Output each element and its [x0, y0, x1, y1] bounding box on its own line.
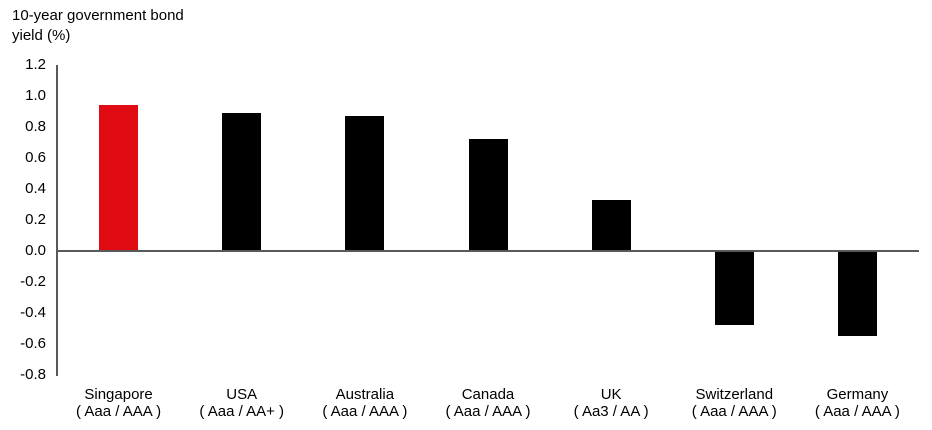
- category-rating: ( Aa3 / AA ): [573, 403, 649, 420]
- category-label-germany: Germany( Aaa / AAA ): [796, 386, 919, 420]
- y-tick-label: -0.8: [20, 366, 46, 383]
- bar-usa: [222, 113, 262, 251]
- y-tick-label: -0.4: [20, 304, 46, 321]
- category-rating: ( Aaa / AAA ): [814, 403, 900, 420]
- bar-canada: [468, 139, 508, 251]
- bar-germany: [837, 251, 877, 337]
- category-rating: ( Aaa / AA+ ): [199, 403, 285, 420]
- category-label-australia: Australia( Aaa / AAA ): [303, 386, 426, 420]
- bar-switzerland: [714, 251, 754, 326]
- y-tick-label: -0.6: [20, 335, 46, 352]
- y-tick-label: 1.0: [25, 87, 46, 104]
- zero-axis-line: [56, 250, 919, 252]
- y-tick-label: 0.8: [25, 118, 46, 135]
- y-tick-label: 0.4: [25, 180, 46, 197]
- bar-uk: [591, 199, 631, 251]
- y-tick-label: 0.6: [25, 149, 46, 166]
- category-name: Canada: [461, 386, 515, 403]
- category-label-uk: UK( Aa3 / AA ): [550, 386, 673, 420]
- y-tick-label: 0.2: [25, 211, 46, 228]
- category-name: UK: [600, 386, 622, 403]
- category-name: USA: [226, 386, 258, 403]
- category-label-canada: Canada( Aaa / AAA ): [426, 386, 549, 420]
- category-label-singapore: Singapore( Aaa / AAA ): [57, 386, 180, 420]
- y-tick-label: -0.2: [20, 273, 46, 290]
- category-label-switzerland: Switzerland( Aaa / AAA ): [673, 386, 796, 420]
- category-name: Switzerland: [695, 386, 774, 403]
- y-axis-line: [56, 65, 58, 376]
- category-label-usa: USA( Aaa / AA+ ): [180, 386, 303, 420]
- category-name: Singapore: [84, 386, 153, 403]
- category-rating: ( Aaa / AAA ): [445, 403, 531, 420]
- category-rating: ( Aaa / AAA ): [76, 403, 162, 420]
- category-name: Germany: [826, 386, 889, 403]
- category-rating: ( Aaa / AAA ): [691, 403, 777, 420]
- category-name: Australia: [335, 386, 395, 403]
- chart-title-line-2: yield (%): [12, 27, 71, 44]
- category-rating: ( Aaa / AAA ): [322, 403, 408, 420]
- chart-title: 10-year government bond yield (%): [12, 6, 184, 46]
- y-axis-tick-labels: 1.2 1.0 0.8 0.6 0.4 0.2 0.0 -0.2 -0.4 -0.6 -0.8: [0, 0, 46, 430]
- chart-title-line-1: 10-year government bond: [12, 7, 184, 24]
- bar-singapore: [99, 105, 139, 251]
- bar-australia: [345, 116, 385, 251]
- y-tick-label: 0.0: [25, 242, 46, 259]
- y-tick-label: 1.2: [25, 56, 46, 73]
